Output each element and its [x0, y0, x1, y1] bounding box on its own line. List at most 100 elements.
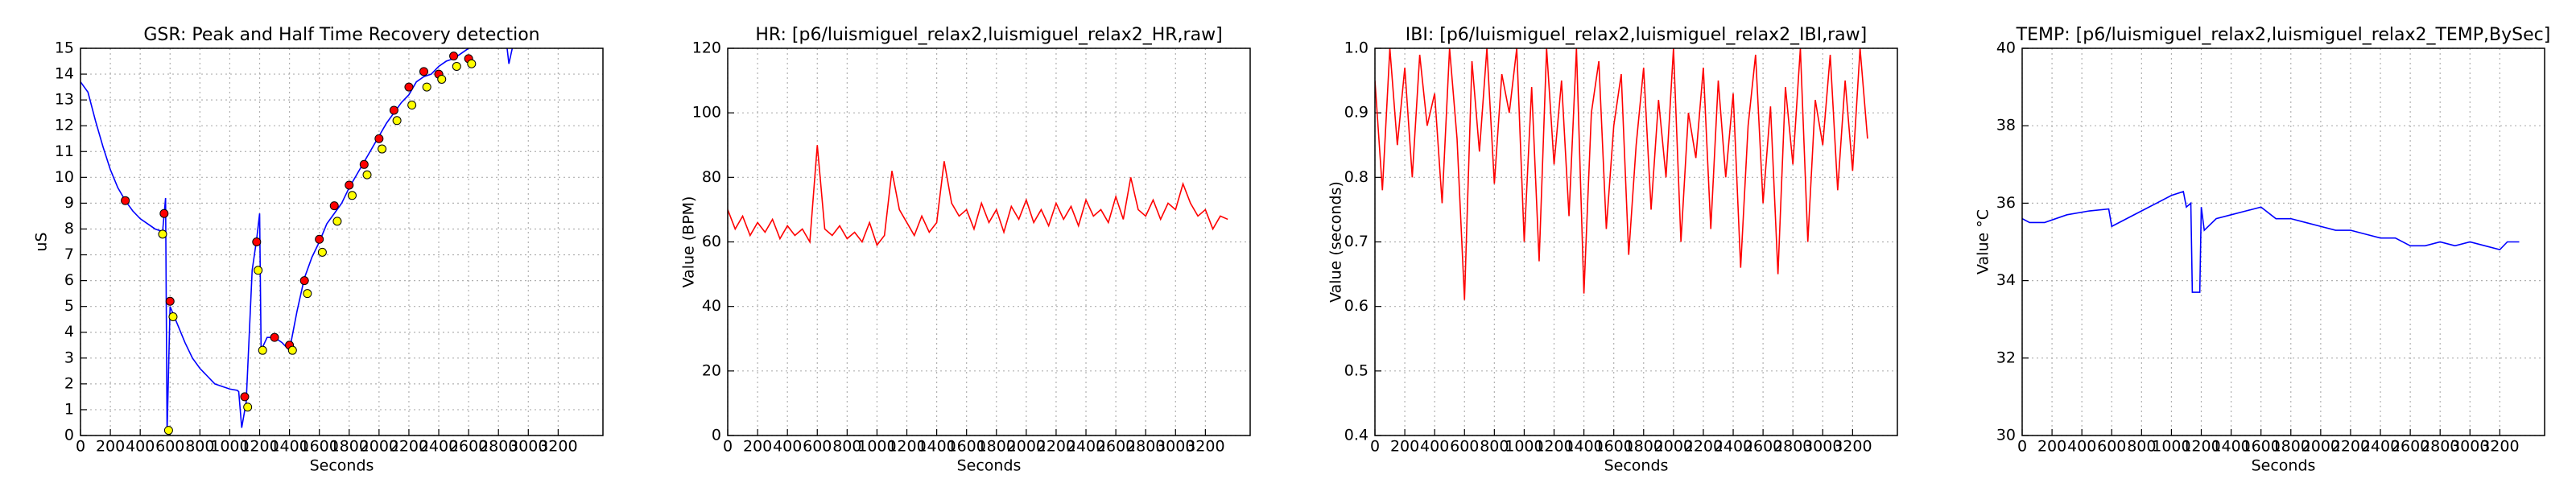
y-tick-label: 36: [1996, 194, 2016, 212]
data-line: [728, 145, 1228, 247]
x-tick-label: 600: [1450, 438, 1479, 456]
x-tick-label: 800: [2127, 438, 2156, 456]
x-tick-label: 2000: [2301, 438, 2340, 456]
y-tick-label: 120: [692, 39, 721, 57]
marker: [452, 61, 461, 71]
x-tick-label: 1600: [2242, 438, 2281, 456]
chart-title: GSR: Peak and Half Time Recovery detecti…: [143, 25, 539, 45]
marker: [315, 234, 324, 244]
marker: [389, 105, 398, 115]
x-tick-label: 0: [1370, 438, 1380, 456]
marker: [121, 196, 130, 205]
y-tick-label: 14: [55, 65, 74, 83]
y-tick-label: 3: [64, 349, 74, 366]
marker: [258, 345, 267, 355]
y-tick-label: 13: [55, 91, 74, 109]
marker: [419, 67, 428, 76]
x-tick-label: 1000: [2152, 438, 2190, 456]
x-tick-label: 600: [803, 438, 832, 456]
subplot: 0 200 400 600 800100012001400160018002000220…: [1975, 25, 2551, 475]
plot-frame: [727, 47, 1251, 436]
x-axis-label: Seconds: [957, 457, 1022, 475]
x-tick-label: 1800: [1624, 438, 1663, 456]
data-line: [80, 48, 514, 433]
x-tick-label: 3200: [1186, 438, 1224, 456]
x-tick-label: 1200: [240, 438, 279, 456]
x-tick-label: 200: [1390, 438, 1419, 456]
marker: [467, 59, 477, 68]
x-tick-label: 1000: [1505, 438, 1543, 456]
x-tick-label: 2800: [1773, 438, 1812, 456]
data-line: [1375, 48, 1868, 300]
x-tick-label: 1800: [977, 438, 1016, 456]
x-tick-label: 2400: [2361, 438, 2400, 456]
plot-frame: [1374, 47, 1898, 436]
x-tick-label: 1000: [857, 438, 896, 456]
y-tick-label: 11: [55, 142, 74, 160]
x-tick-label: 1000: [210, 438, 249, 456]
x-tick-label: 600: [2097, 438, 2126, 456]
y-axis-label: uS: [33, 232, 51, 251]
y-tick-label: 6: [64, 271, 74, 289]
y-tick-label: 2: [64, 374, 74, 392]
plot-frame: [2021, 47, 2545, 436]
x-tick-label: 1600: [300, 438, 339, 456]
marker: [165, 296, 175, 306]
x-tick-label: 2200: [390, 438, 428, 456]
plot-frame: [80, 47, 604, 436]
marker: [287, 345, 297, 355]
subplot: 0 200 400 600 800100012001400160018002000220…: [680, 25, 1251, 475]
x-tick-label: 2200: [1684, 438, 1723, 456]
x-tick-label: 400: [1420, 438, 1449, 456]
y-tick-label: 5: [64, 297, 74, 315]
y-tick-label: 15: [55, 39, 74, 57]
x-tick-label: 2400: [1714, 438, 1752, 456]
y-tick-label: 34: [1996, 271, 2016, 289]
y-tick-label: 0.6: [1344, 297, 1368, 315]
x-tick-label: 400: [126, 438, 155, 456]
marker: [422, 82, 431, 92]
chart-title: TEMP: [p6/luismiguel_relax2,luismiguel_r…: [2016, 25, 2551, 45]
x-tick-label: 800: [185, 438, 214, 456]
x-tick-label: 3200: [1833, 438, 1872, 456]
y-tick-label: 9: [64, 194, 74, 212]
y-tick-label: 0.9: [1344, 104, 1368, 122]
marker: [158, 229, 167, 239]
x-tick-label: 2000: [360, 438, 398, 456]
x-tick-label: 2000: [1654, 438, 1693, 456]
y-tick-label: 100: [692, 104, 721, 122]
x-tick-label: 3000: [1803, 438, 1842, 456]
marker: [332, 217, 342, 226]
y-tick-label: 60: [702, 233, 721, 250]
x-tick-label: 1600: [947, 438, 986, 456]
x-tick-label: 3000: [509, 438, 547, 456]
chart-title: HR: [p6/luismiguel_relax2,luismiguel_rel…: [755, 25, 1222, 45]
x-axis-label: Seconds: [1604, 457, 1669, 475]
x-tick-label: 2200: [2331, 438, 2370, 456]
x-tick-label: 800: [832, 438, 861, 456]
marker: [392, 116, 402, 126]
x-tick-label: 3200: [539, 438, 577, 456]
x-tick-label: 2600: [1744, 438, 1782, 456]
x-tick-label: 1400: [2211, 438, 2250, 456]
x-tick-label: 1200: [887, 438, 926, 456]
marker: [362, 170, 372, 180]
x-tick-label: 2600: [1096, 438, 1135, 456]
x-tick-label: 1600: [1595, 438, 1633, 456]
marker: [404, 82, 414, 92]
x-tick-label: 1200: [2182, 438, 2220, 456]
x-tick-label: 3200: [2480, 438, 2519, 456]
y-tick-label: 40: [1996, 39, 2016, 57]
y-tick-label: 1.0: [1344, 39, 1368, 57]
marker: [303, 289, 312, 299]
marker: [240, 392, 250, 402]
y-tick-label: 0.7: [1344, 233, 1368, 250]
x-tick-label: 2800: [2421, 438, 2459, 456]
data-line: [2022, 190, 2520, 293]
x-tick-label: 2400: [1067, 438, 1105, 456]
x-tick-label: 2400: [419, 438, 458, 456]
x-tick-label: 1800: [330, 438, 369, 456]
x-tick-label: 0: [2017, 438, 2027, 456]
